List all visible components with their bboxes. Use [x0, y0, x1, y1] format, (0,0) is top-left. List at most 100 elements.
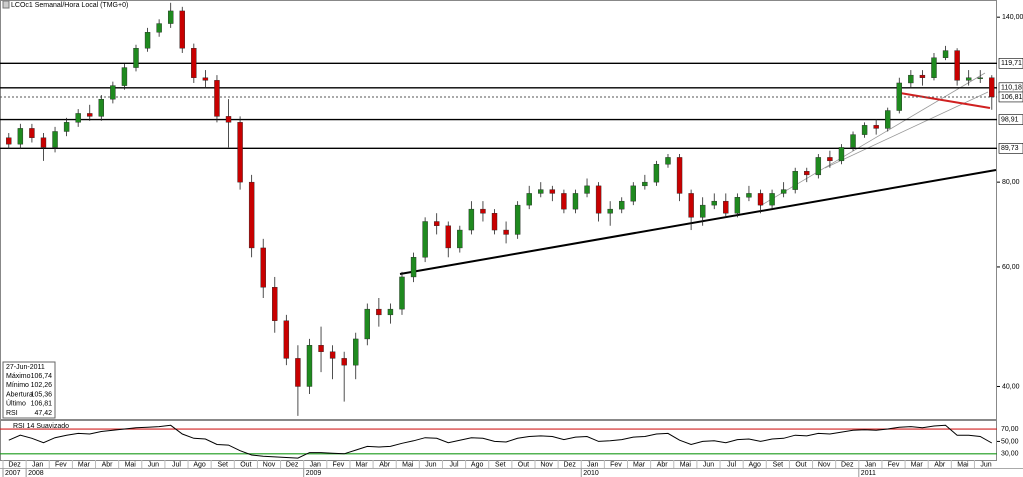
- x-tick-label: Fev: [610, 461, 622, 468]
- level-label-box: [998, 143, 1023, 154]
- candle-body: [584, 185, 590, 194]
- candle-body: [873, 125, 879, 129]
- y-tick-label: 80,00: [1002, 179, 1020, 186]
- info-value: 106,74: [31, 373, 53, 380]
- candle-body: [630, 185, 636, 202]
- candle-body: [538, 189, 544, 194]
- candle-body: [167, 10, 174, 24]
- x-tick-label: Abr: [102, 461, 114, 468]
- x-tick-label: Dez: [841, 461, 854, 468]
- info-label: RSI: [6, 410, 18, 417]
- x-tick-label: Nov: [540, 461, 553, 468]
- rsi-line: [8, 424, 993, 459]
- info-label: Abertura: [6, 391, 33, 398]
- candle-body: [272, 287, 278, 321]
- candle-body: [595, 185, 602, 214]
- candle-body: [480, 208, 486, 214]
- rsi-title: RSI 14 Suavizado: [13, 423, 69, 430]
- candle-body: [52, 131, 58, 148]
- candle-body: [561, 193, 567, 210]
- candle-body: [214, 80, 220, 117]
- candle-body: [792, 171, 798, 190]
- icon: [2, 0, 10, 9]
- x-tick-label: Set: [217, 461, 228, 468]
- x-tick-label: Jun: [148, 461, 159, 468]
- x-tick-label: Abr: [934, 461, 946, 468]
- candle-body: [387, 308, 394, 316]
- level-label: 106,81: [1001, 94, 1023, 101]
- candle-body: [353, 338, 359, 366]
- x-tick-label: Out: [240, 461, 251, 468]
- x-tick-label: Ago: [471, 461, 484, 468]
- candle-body: [723, 200, 729, 214]
- info-value: 106,81: [31, 401, 53, 408]
- trend-line: [899, 92, 991, 109]
- candle-body: [549, 189, 556, 194]
- candle-body: [919, 74, 926, 78]
- candle-body: [977, 77, 983, 79]
- candle-body: [156, 23, 162, 33]
- candle-body: [179, 10, 185, 49]
- candle-body: [29, 128, 35, 138]
- x-tick-label: Mar: [911, 461, 924, 468]
- x-tick-label: Ago: [748, 461, 761, 468]
- x-tick-label: Jul: [172, 461, 181, 468]
- level-label: 89,73: [1001, 145, 1019, 152]
- candle-body: [699, 204, 706, 218]
- candle-body: [896, 82, 902, 111]
- candle-body: [433, 221, 440, 226]
- candle-body: [248, 181, 255, 249]
- candle-body: [202, 77, 209, 81]
- candle-body: [688, 193, 694, 218]
- x-tick-label: Mai: [957, 461, 969, 468]
- x-tick-label: Set: [773, 461, 784, 468]
- price-panel: [0, 0, 997, 420]
- candle-body: [225, 116, 232, 123]
- level-label: 119,71: [1001, 60, 1022, 67]
- candle-body: [861, 125, 868, 135]
- candle-body: [98, 98, 105, 117]
- candle-body: [804, 171, 810, 176]
- year-label: 2008: [28, 470, 44, 477]
- rsi-tick-label: 30,00: [1001, 451, 1019, 458]
- candle-body: [734, 197, 741, 214]
- candle-body: [376, 308, 382, 316]
- candle-body: [491, 213, 498, 231]
- candle-body: [260, 247, 266, 288]
- candle-body: [306, 345, 313, 387]
- level-label-box: [998, 91, 1023, 103]
- candle-body: [954, 50, 960, 81]
- candle-body: [144, 32, 151, 49]
- candle-body: [908, 74, 914, 84]
- candle-body: [642, 181, 648, 187]
- x-tick-label: Jul: [450, 461, 459, 468]
- rsi-tick-label: 50,00: [1001, 438, 1019, 445]
- x-tick-label: Dez: [286, 461, 299, 468]
- level-label-box: [998, 114, 1023, 125]
- trend-line: [399, 169, 997, 275]
- x-tick-label: Jan: [32, 461, 43, 468]
- x-tick-label: Fev: [333, 461, 345, 468]
- rsi-tick-label: 70,00: [1001, 426, 1019, 433]
- candle-body: [572, 193, 579, 210]
- candle-body: [665, 157, 671, 165]
- candle-body: [931, 57, 937, 78]
- x-tick-label: Nov: [263, 461, 276, 468]
- candle-body: [329, 351, 336, 359]
- rsi-panel: [0, 420, 997, 461]
- x-tick-label: Mar: [78, 461, 91, 468]
- x-tick-label: Set: [495, 461, 506, 468]
- x-tick-label: Dez: [563, 461, 576, 468]
- x-tick-label: Out: [518, 461, 529, 468]
- candle-body: [711, 200, 717, 206]
- candle-body: [607, 208, 613, 214]
- candle-body: [410, 257, 417, 278]
- candle-body: [457, 229, 463, 249]
- x-tick-label: Jun: [425, 461, 436, 468]
- candle-body: [965, 77, 972, 81]
- candle-body: [40, 137, 47, 148]
- candle-body: [110, 85, 116, 100]
- candle-body: [445, 225, 451, 249]
- candle-body: [827, 157, 833, 162]
